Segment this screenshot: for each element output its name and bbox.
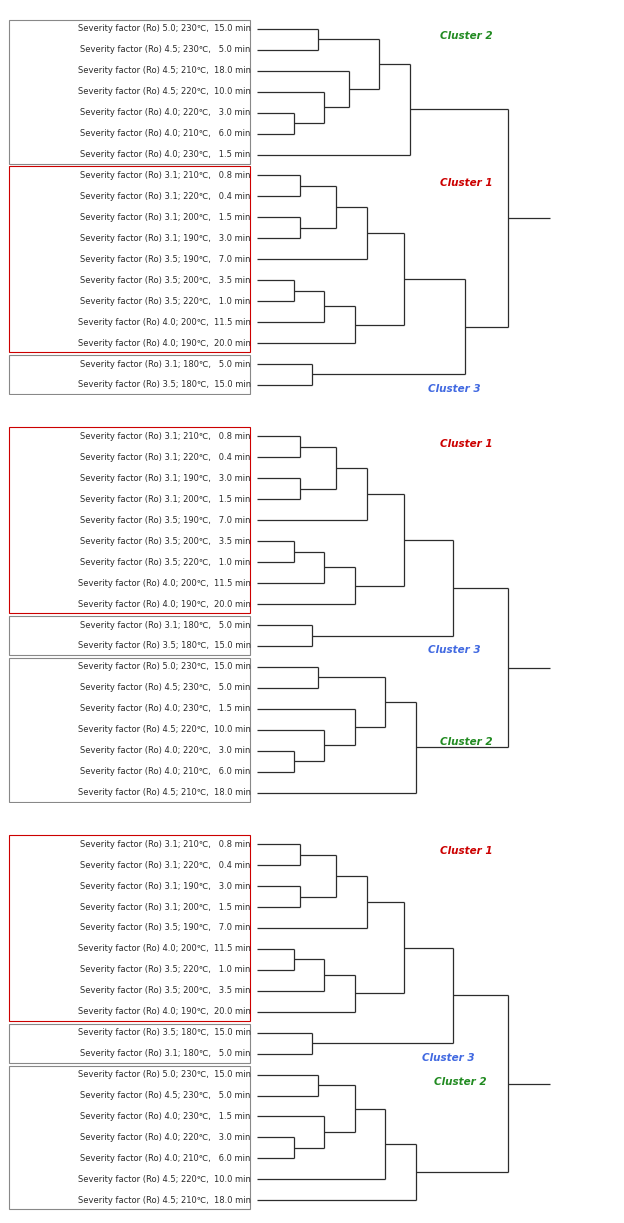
Text: Cluster 2: Cluster 2 <box>441 31 493 40</box>
Text: Severity factor (Ro) 4.5; 210℃,  18.0 min: Severity factor (Ro) 4.5; 210℃, 18.0 min <box>78 788 251 797</box>
Text: Severity factor (Ro) 3.1; 210℃,   0.8 min: Severity factor (Ro) 3.1; 210℃, 0.8 min <box>80 840 251 849</box>
Text: Severity factor (Ro) 3.1; 180℃,   5.0 min: Severity factor (Ro) 3.1; 180℃, 5.0 min <box>80 1049 251 1058</box>
Text: Severity factor (Ro) 4.5; 210℃,  18.0 min: Severity factor (Ro) 4.5; 210℃, 18.0 min <box>78 1196 251 1205</box>
Text: Severity factor (Ro) 3.1; 210℃,   0.8 min: Severity factor (Ro) 3.1; 210℃, 0.8 min <box>80 171 251 180</box>
Bar <box>9 658 250 801</box>
Bar <box>9 428 250 613</box>
Text: Severity factor (Ro) 4.0; 220℃,   3.0 min: Severity factor (Ro) 4.0; 220℃, 3.0 min <box>80 1132 251 1142</box>
Text: Severity factor (Ro) 3.5; 190℃,   7.0 min: Severity factor (Ro) 3.5; 190℃, 7.0 min <box>80 254 251 264</box>
Text: Severity factor (Ro) 3.5; 200℃,   3.5 min: Severity factor (Ro) 3.5; 200℃, 3.5 min <box>80 275 251 285</box>
Text: Severity factor (Ro) 3.1; 190℃,   3.0 min: Severity factor (Ro) 3.1; 190℃, 3.0 min <box>80 473 251 483</box>
Text: Severity factor (Ro) 4.0; 200℃,  11.5 min: Severity factor (Ro) 4.0; 200℃, 11.5 min <box>78 578 251 587</box>
Text: Severity factor (Ro) 4.5; 230℃,   5.0 min: Severity factor (Ro) 4.5; 230℃, 5.0 min <box>80 1091 251 1099</box>
Text: Severity factor (Ro) 3.5; 220℃,   1.0 min: Severity factor (Ro) 3.5; 220℃, 1.0 min <box>80 558 251 566</box>
Text: Severity factor (Ro) 3.1; 210℃,   0.8 min: Severity factor (Ro) 3.1; 210℃, 0.8 min <box>80 432 251 442</box>
Text: Severity factor (Ro) 3.1; 190℃,   3.0 min: Severity factor (Ro) 3.1; 190℃, 3.0 min <box>80 234 251 243</box>
Text: Severity factor (Ro) 4.0; 210℃,   6.0 min: Severity factor (Ro) 4.0; 210℃, 6.0 min <box>80 1153 251 1163</box>
Text: Severity factor (Ro) 4.0; 230℃,   1.5 min: Severity factor (Ro) 4.0; 230℃, 1.5 min <box>80 704 251 713</box>
Text: Severity factor (Ro) 4.0; 190℃,  20.0 min: Severity factor (Ro) 4.0; 190℃, 20.0 min <box>78 599 251 609</box>
Text: Severity factor (Ro) 3.1; 180℃,   5.0 min: Severity factor (Ro) 3.1; 180℃, 5.0 min <box>80 620 251 630</box>
Text: Severity factor (Ro) 3.5; 200℃,   3.5 min: Severity factor (Ro) 3.5; 200℃, 3.5 min <box>80 986 251 996</box>
Bar <box>9 835 250 1021</box>
Bar <box>9 166 250 352</box>
Bar <box>9 20 250 164</box>
Text: Severity factor (Ro) 3.1; 220℃,   0.4 min: Severity factor (Ro) 3.1; 220℃, 0.4 min <box>80 861 251 870</box>
Text: Severity factor (Ro) 4.0; 190℃,  20.0 min: Severity factor (Ro) 4.0; 190℃, 20.0 min <box>78 1008 251 1016</box>
Text: Severity factor (Ro) 3.1; 180℃,   5.0 min: Severity factor (Ro) 3.1; 180℃, 5.0 min <box>80 360 251 368</box>
Text: Severity factor (Ro) 4.5; 210℃,  18.0 min: Severity factor (Ro) 4.5; 210℃, 18.0 min <box>78 66 251 76</box>
Text: Severity factor (Ro) 4.5; 230℃,   5.0 min: Severity factor (Ro) 4.5; 230℃, 5.0 min <box>80 45 251 54</box>
Text: Severity factor (Ro) 4.0; 200℃,  11.5 min: Severity factor (Ro) 4.0; 200℃, 11.5 min <box>78 944 251 954</box>
Text: Severity factor (Ro) 3.5; 190℃,   7.0 min: Severity factor (Ro) 3.5; 190℃, 7.0 min <box>80 923 251 932</box>
Text: Severity factor (Ro) 3.5; 200℃,   3.5 min: Severity factor (Ro) 3.5; 200℃, 3.5 min <box>80 537 251 545</box>
Text: Cluster 1: Cluster 1 <box>441 177 493 187</box>
Text: Severity factor (Ro) 4.5; 220℃,  10.0 min: Severity factor (Ro) 4.5; 220℃, 10.0 min <box>78 87 251 97</box>
Text: Severity factor (Ro) 4.0; 210℃,   6.0 min: Severity factor (Ro) 4.0; 210℃, 6.0 min <box>80 767 251 777</box>
Text: Cluster 2: Cluster 2 <box>441 737 493 747</box>
Text: Cluster 3: Cluster 3 <box>428 384 481 394</box>
Text: Severity factor (Ro) 4.0; 210℃,   6.0 min: Severity factor (Ro) 4.0; 210℃, 6.0 min <box>80 130 251 138</box>
Text: Severity factor (Ro) 4.0; 220℃,   3.0 min: Severity factor (Ro) 4.0; 220℃, 3.0 min <box>80 108 251 117</box>
Text: Severity factor (Ro) 3.1; 220℃,   0.4 min: Severity factor (Ro) 3.1; 220℃, 0.4 min <box>80 453 251 462</box>
Text: Severity factor (Ro) 3.1; 200℃,   1.5 min: Severity factor (Ro) 3.1; 200℃, 1.5 min <box>80 495 251 504</box>
Text: Severity factor (Ro) 3.5; 180℃,  15.0 min: Severity factor (Ro) 3.5; 180℃, 15.0 min <box>78 642 251 651</box>
Bar <box>9 1024 250 1063</box>
Text: Severity factor (Ro) 3.1; 220℃,   0.4 min: Severity factor (Ro) 3.1; 220℃, 0.4 min <box>80 192 251 201</box>
Text: Severity factor (Ro) 3.5; 220℃,   1.0 min: Severity factor (Ro) 3.5; 220℃, 1.0 min <box>80 965 251 975</box>
Bar <box>9 355 250 394</box>
Text: Severity factor (Ro) 3.1; 200℃,   1.5 min: Severity factor (Ro) 3.1; 200℃, 1.5 min <box>80 213 251 221</box>
Text: Severity factor (Ro) 4.0; 220℃,   3.0 min: Severity factor (Ro) 4.0; 220℃, 3.0 min <box>80 746 251 756</box>
Text: Severity factor (Ro) 4.0; 190℃,  20.0 min: Severity factor (Ro) 4.0; 190℃, 20.0 min <box>78 339 251 347</box>
Text: Severity factor (Ro) 4.0; 230℃,   1.5 min: Severity factor (Ro) 4.0; 230℃, 1.5 min <box>80 1112 251 1121</box>
Text: Severity factor (Ro) 4.0; 200℃,  11.5 min: Severity factor (Ro) 4.0; 200℃, 11.5 min <box>78 318 251 327</box>
Text: Severity factor (Ro) 4.5; 220℃,  10.0 min: Severity factor (Ro) 4.5; 220℃, 10.0 min <box>78 1175 251 1184</box>
Text: Severity factor (Ro) 4.0; 230℃,   1.5 min: Severity factor (Ro) 4.0; 230℃, 1.5 min <box>80 150 251 159</box>
Bar <box>9 616 250 656</box>
Text: Severity factor (Ro) 3.5; 180℃,  15.0 min: Severity factor (Ro) 3.5; 180℃, 15.0 min <box>78 380 251 389</box>
Text: Severity factor (Ro) 3.5; 190℃,   7.0 min: Severity factor (Ro) 3.5; 190℃, 7.0 min <box>80 516 251 525</box>
Text: Severity factor (Ro) 5.0; 230℃,  15.0 min: Severity factor (Ro) 5.0; 230℃, 15.0 min <box>78 663 251 671</box>
Text: Severity factor (Ro) 4.5; 230℃,   5.0 min: Severity factor (Ro) 4.5; 230℃, 5.0 min <box>80 684 251 692</box>
Text: Severity factor (Ro) 3.5; 180℃,  15.0 min: Severity factor (Ro) 3.5; 180℃, 15.0 min <box>78 1029 251 1037</box>
Text: Cluster 1: Cluster 1 <box>441 439 493 449</box>
Text: Severity factor (Ro) 3.1; 200℃,   1.5 min: Severity factor (Ro) 3.1; 200℃, 1.5 min <box>80 903 251 911</box>
Text: Severity factor (Ro) 5.0; 230℃,  15.0 min: Severity factor (Ro) 5.0; 230℃, 15.0 min <box>78 1070 251 1079</box>
Text: Cluster 3: Cluster 3 <box>422 1053 475 1063</box>
Text: Cluster 1: Cluster 1 <box>441 846 493 856</box>
Text: Severity factor (Ro) 3.5; 220℃,   1.0 min: Severity factor (Ro) 3.5; 220℃, 1.0 min <box>80 297 251 306</box>
Text: Cluster 3: Cluster 3 <box>428 645 481 656</box>
Text: Cluster 2: Cluster 2 <box>434 1076 487 1087</box>
Bar <box>9 1065 250 1210</box>
Text: Severity factor (Ro) 4.5; 220℃,  10.0 min: Severity factor (Ro) 4.5; 220℃, 10.0 min <box>78 725 251 734</box>
Text: Severity factor (Ro) 5.0; 230℃,  15.0 min: Severity factor (Ro) 5.0; 230℃, 15.0 min <box>78 24 251 33</box>
Text: Severity factor (Ro) 3.1; 190℃,   3.0 min: Severity factor (Ro) 3.1; 190℃, 3.0 min <box>80 882 251 890</box>
